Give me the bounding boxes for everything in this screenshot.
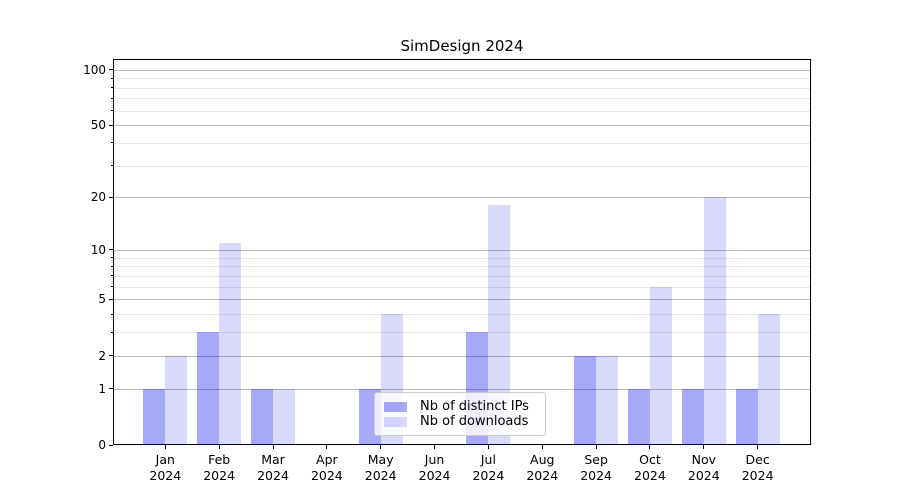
bar-distinct-ips-feb [197,332,220,445]
y-minor-tick-60 [110,110,113,112]
legend-item-distinct-ips: Nb of distinct IPs [384,399,536,414]
gridline-minor-80 [114,87,810,89]
gridline-minor-4 [114,314,810,316]
y-tick-2 [109,355,113,357]
bar-distinct-ips-oct [627,388,650,445]
gridline-2 [114,355,810,357]
x-tick-jul [487,445,489,449]
y-minor-tick-90 [110,77,113,79]
gridline-1 [114,388,810,390]
gridline-minor-7 [114,275,810,277]
gridline-100 [114,69,810,71]
y-tick-1 [109,388,113,390]
y-minor-tick-8 [110,265,113,267]
bar-downloads-oct [649,286,672,445]
x-tick-label-aug: Aug 2024 [526,452,559,483]
y-tick-0 [109,444,113,446]
plot-area: Nb of distinct IPs Nb of downloads [113,59,811,445]
x-tick-jun [434,445,436,449]
y-minor-tick-70 [110,97,113,99]
y-tick-100 [109,69,113,71]
x-tick-label-sep: Sep 2024 [580,452,612,483]
bar-distinct-ips-dec [735,388,758,445]
bar-distinct-ips-nov [681,388,704,445]
x-tick-feb [218,445,220,449]
legend-swatch-downloads-icon [384,416,407,427]
bar-downloads-jul [488,205,511,445]
legend: Nb of distinct IPs Nb of downloads [374,392,546,436]
bars-layer [114,60,810,445]
x-tick-oct [649,445,651,449]
bar-downloads-jan [165,355,188,445]
y-tick-label-50: 50 [90,118,106,133]
gridline-20 [114,197,810,199]
y-tick-20 [109,196,113,198]
y-tick-5 [109,298,113,300]
gridline-minor-3 [114,332,810,334]
y-tick-label-10: 10 [90,242,106,257]
bar-distinct-ips-jan [143,388,166,445]
y-tick-label-5: 5 [98,292,106,307]
gridline-5 [114,299,810,301]
x-tick-label-oct: Oct 2024 [634,452,666,483]
y-minor-tick-4 [110,313,113,315]
x-tick-label-dec: Dec 2024 [741,452,774,483]
gridline-minor-40 [114,142,810,144]
legend-label-downloads: Nb of downloads [420,414,529,429]
bar-distinct-ips-mar [251,388,273,445]
y-minor-tick-6 [110,286,113,288]
bar-downloads-dec [757,314,780,445]
x-tick-label-may: May 2024 [364,452,397,483]
bar-downloads-feb [219,242,242,445]
legend-swatch-distinct-ips-icon [384,401,407,412]
chart-title: SimDesign 2024 [400,37,524,55]
gridline-10 [114,249,810,251]
bar-distinct-ips-sep [574,355,597,445]
y-minor-tick-30 [110,165,113,167]
x-tick-label-jul: Jul 2024 [472,452,505,483]
y-minor-tick-3 [110,331,113,333]
y-tick-label-0: 0 [98,438,106,452]
x-tick-mar [272,445,274,449]
x-tick-label-nov: Nov 2024 [687,452,720,483]
x-tick-may [380,445,382,449]
bar-downloads-nov [703,197,726,445]
gridline-minor-30 [114,165,810,167]
gridline-minor-90 [114,78,810,80]
bar-downloads-sep [596,355,619,445]
y-tick-label-100: 100 [83,62,106,77]
x-tick-label-feb: Feb 2024 [203,452,236,483]
y-tick-10 [109,249,113,251]
y-minor-tick-7 [110,275,113,277]
y-tick-label-20: 20 [90,190,106,205]
x-tick-dec [757,445,759,449]
x-tick-sep [595,445,597,449]
x-tick-apr [326,445,328,449]
x-tick-jan [164,445,166,449]
y-minor-tick-40 [110,142,113,144]
y-minor-tick-80 [110,87,113,88]
legend-label-distinct-ips: Nb of distinct IPs [420,399,529,414]
gridline-minor-8 [114,266,810,268]
gridline-minor-70 [114,98,810,100]
x-tick-label-apr: Apr 2024 [310,452,343,483]
gridlines-layer [114,60,810,444]
gridline-minor-6 [114,286,810,288]
y-tick-label-2: 2 [98,348,106,363]
x-tick-label-jan: Jan 2024 [149,452,182,483]
y-minor-tick-9 [110,257,113,259]
y-tick-50 [109,124,113,126]
x-tick-label-jun: Jun 2024 [418,452,451,483]
x-tick-label-mar: Mar 2024 [257,452,289,483]
y-tick-label-1: 1 [98,381,106,396]
legend-item-downloads: Nb of downloads [384,414,536,429]
gridline-50 [114,125,810,127]
x-tick-aug [541,445,543,449]
bar-downloads-mar [273,388,295,445]
x-tick-nov [703,445,705,449]
gridline-minor-9 [114,257,810,259]
gridline-minor-60 [114,110,810,112]
